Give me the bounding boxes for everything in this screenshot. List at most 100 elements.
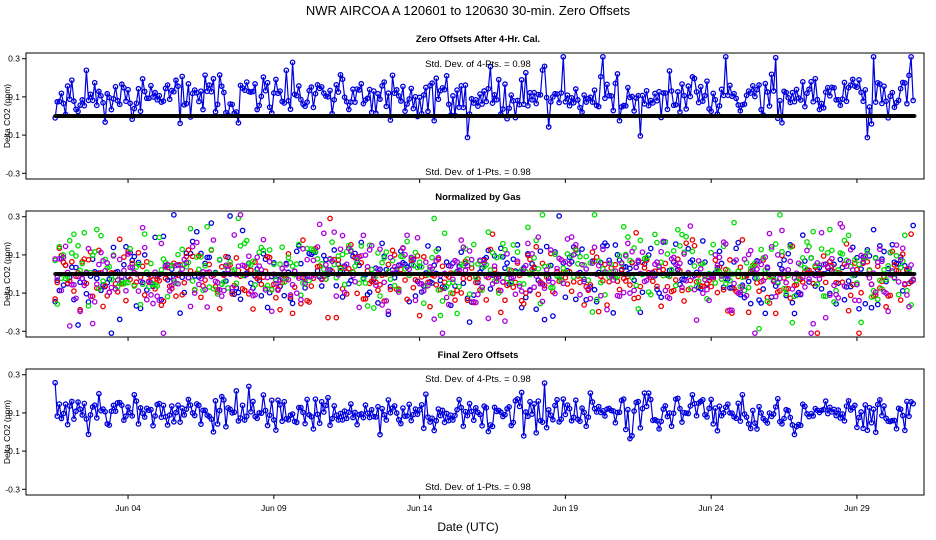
data-point bbox=[810, 228, 817, 235]
data-point bbox=[835, 294, 842, 301]
data-point bbox=[377, 246, 383, 253]
data-point bbox=[337, 246, 344, 253]
data-point bbox=[68, 250, 75, 256]
data-point bbox=[670, 410, 677, 417]
data-point bbox=[445, 101, 452, 108]
data-point bbox=[216, 407, 223, 414]
data-point bbox=[131, 253, 138, 260]
data-point bbox=[854, 84, 860, 91]
data-point bbox=[572, 86, 579, 92]
y-axis-label: Delta CO2 (ppm) bbox=[2, 242, 12, 306]
data-point bbox=[404, 238, 410, 245]
data-point bbox=[789, 286, 796, 292]
data-point bbox=[518, 389, 525, 396]
data-point bbox=[620, 223, 627, 230]
data-point bbox=[102, 408, 108, 415]
data-point bbox=[685, 245, 692, 252]
data-point bbox=[266, 258, 273, 265]
data-point bbox=[647, 245, 654, 252]
data-point bbox=[806, 86, 812, 93]
data-point bbox=[625, 234, 631, 240]
data-point bbox=[485, 85, 492, 92]
data-point bbox=[420, 300, 427, 307]
data-point bbox=[589, 99, 596, 106]
data-point bbox=[652, 231, 658, 238]
data-point bbox=[208, 88, 215, 95]
data-point bbox=[87, 412, 94, 418]
x-ticks bbox=[127, 337, 858, 341]
data-point bbox=[96, 261, 102, 268]
data-point bbox=[627, 282, 633, 288]
data-point bbox=[487, 63, 494, 70]
data-point bbox=[137, 108, 144, 115]
data-point bbox=[885, 308, 892, 315]
data-point bbox=[460, 275, 467, 282]
data-point bbox=[472, 96, 479, 103]
data-point bbox=[679, 284, 685, 291]
data-point bbox=[891, 104, 898, 111]
data-point bbox=[856, 305, 862, 312]
data-point bbox=[73, 295, 79, 302]
data-point bbox=[173, 77, 179, 84]
data-point bbox=[789, 299, 796, 306]
data-point bbox=[245, 383, 252, 390]
data-point bbox=[708, 108, 715, 115]
data-point bbox=[295, 404, 302, 411]
data-point bbox=[493, 278, 500, 285]
data-point bbox=[398, 420, 404, 427]
data-point bbox=[429, 415, 435, 422]
data-point bbox=[783, 89, 789, 96]
data-point bbox=[447, 263, 454, 270]
data-point bbox=[166, 288, 173, 294]
data-point bbox=[639, 249, 646, 256]
data-point bbox=[173, 262, 179, 269]
data-point bbox=[54, 301, 61, 307]
data-point bbox=[350, 414, 356, 421]
data-point bbox=[60, 410, 67, 417]
series-normalized-mean bbox=[53, 272, 917, 276]
data-point bbox=[177, 120, 183, 127]
data-point bbox=[522, 69, 529, 76]
data-point bbox=[795, 260, 802, 267]
data-point bbox=[868, 121, 875, 127]
panel-title: Final Zero Offsets bbox=[438, 350, 519, 361]
data-point bbox=[808, 254, 814, 261]
data-point bbox=[864, 248, 871, 255]
data-point bbox=[845, 258, 852, 265]
data-point bbox=[327, 87, 333, 94]
data-point bbox=[768, 246, 775, 252]
data-point bbox=[116, 236, 123, 243]
data-point bbox=[229, 291, 236, 297]
data-point bbox=[627, 257, 633, 264]
data-point bbox=[435, 96, 442, 103]
data-point bbox=[275, 397, 281, 404]
data-point bbox=[479, 101, 485, 107]
data-point bbox=[904, 100, 910, 107]
data-point bbox=[566, 260, 573, 267]
data-point bbox=[820, 261, 827, 268]
data-point bbox=[747, 300, 754, 307]
data-point bbox=[425, 108, 431, 115]
data-point bbox=[104, 260, 111, 266]
data-point bbox=[833, 97, 839, 103]
data-point bbox=[273, 294, 279, 301]
data-point bbox=[287, 292, 294, 298]
data-point bbox=[712, 280, 719, 286]
data-point bbox=[789, 89, 796, 96]
data-point bbox=[264, 79, 271, 86]
data-point bbox=[504, 260, 510, 266]
data-point bbox=[293, 419, 300, 426]
data-point bbox=[679, 231, 685, 238]
data-point bbox=[906, 303, 912, 310]
data-point bbox=[535, 265, 542, 272]
data-point bbox=[243, 79, 250, 85]
data-point bbox=[883, 276, 889, 283]
data-point bbox=[502, 81, 508, 87]
data-point bbox=[183, 259, 190, 266]
data-point bbox=[737, 264, 744, 271]
data-point bbox=[724, 401, 731, 408]
data-point bbox=[820, 293, 827, 299]
data-point bbox=[314, 411, 321, 418]
data-point bbox=[366, 247, 373, 253]
data-point bbox=[577, 291, 583, 298]
